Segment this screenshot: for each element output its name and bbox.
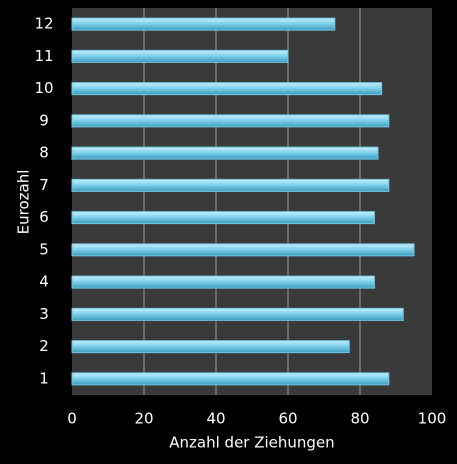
- x-tick-label: 40: [206, 410, 225, 428]
- bar: [71, 211, 375, 225]
- y-tick-label: 7: [39, 176, 49, 194]
- x-tick-label: 80: [350, 410, 369, 428]
- bar: [71, 307, 404, 321]
- bar: [71, 146, 379, 160]
- x-tick-label: 20: [134, 410, 153, 428]
- y-tick-label: 6: [39, 208, 49, 226]
- x-tick-label: 60: [278, 410, 297, 428]
- x-tick-label: 100: [418, 410, 447, 428]
- plot-area: [72, 8, 432, 395]
- bar: [71, 178, 390, 192]
- y-axis-title: Eurozahl: [15, 170, 33, 235]
- bar: [71, 340, 350, 354]
- y-tick-label: 1: [39, 369, 49, 387]
- y-tick-label: 2: [39, 337, 49, 355]
- y-tick-label: 5: [39, 240, 49, 258]
- y-tick-label: 8: [39, 144, 49, 162]
- bar: [71, 17, 336, 31]
- bar: [71, 372, 390, 386]
- bar: [71, 275, 375, 289]
- bar: [71, 243, 415, 257]
- y-tick-label: 4: [39, 273, 49, 291]
- y-tick-label: 11: [34, 47, 53, 65]
- y-tick-label: 9: [39, 111, 49, 129]
- y-tick-label: 3: [39, 305, 49, 323]
- y-tick-label: 10: [34, 79, 53, 97]
- bar: [71, 114, 390, 128]
- x-axis-title: Anzahl der Ziehungen: [169, 434, 334, 452]
- x-tick-label: 0: [67, 410, 77, 428]
- bar: [71, 49, 289, 63]
- bar: [71, 82, 383, 96]
- y-tick-label: 12: [34, 15, 53, 33]
